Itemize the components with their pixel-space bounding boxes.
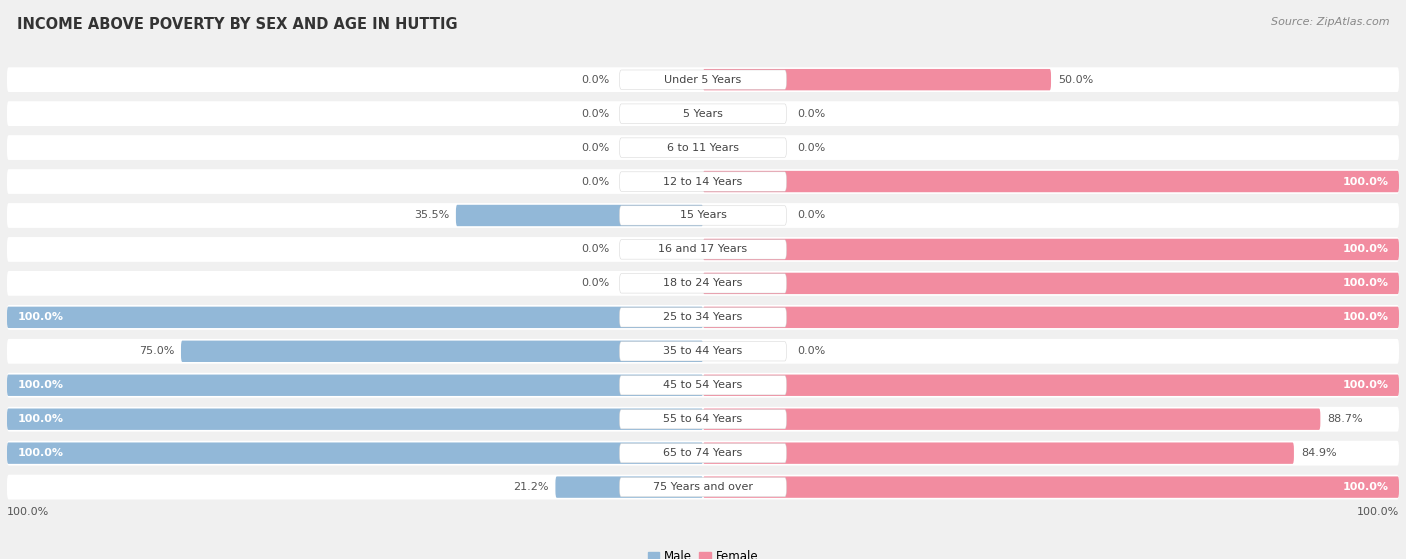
Text: 0.0%: 0.0% [581,177,609,187]
FancyBboxPatch shape [555,476,703,498]
Text: 0.0%: 0.0% [581,75,609,84]
Text: 100.0%: 100.0% [1343,380,1389,390]
Text: 75.0%: 75.0% [139,346,174,356]
FancyBboxPatch shape [620,274,786,293]
Text: 12 to 14 Years: 12 to 14 Years [664,177,742,187]
Text: 25 to 34 Years: 25 to 34 Years [664,312,742,323]
Text: 84.9%: 84.9% [1301,448,1337,458]
Text: 0.0%: 0.0% [581,143,609,153]
Text: 35 to 44 Years: 35 to 44 Years [664,346,742,356]
Text: 45 to 54 Years: 45 to 54 Years [664,380,742,390]
FancyBboxPatch shape [7,237,1399,262]
FancyBboxPatch shape [456,205,703,226]
Legend: Male, Female: Male, Female [643,546,763,559]
FancyBboxPatch shape [620,410,786,429]
FancyBboxPatch shape [620,240,786,259]
FancyBboxPatch shape [7,375,703,396]
FancyBboxPatch shape [620,443,786,463]
Text: 100.0%: 100.0% [1357,506,1399,517]
Text: 100.0%: 100.0% [1343,244,1389,254]
Text: 0.0%: 0.0% [797,211,825,220]
Text: Source: ZipAtlas.com: Source: ZipAtlas.com [1271,17,1389,27]
Text: 100.0%: 100.0% [17,312,63,323]
FancyBboxPatch shape [703,307,1399,328]
Text: 0.0%: 0.0% [797,346,825,356]
FancyBboxPatch shape [703,239,1399,260]
Text: 100.0%: 100.0% [7,506,49,517]
Text: 21.2%: 21.2% [513,482,548,492]
Text: 50.0%: 50.0% [1057,75,1094,84]
FancyBboxPatch shape [620,307,786,327]
FancyBboxPatch shape [620,172,786,191]
FancyBboxPatch shape [7,443,703,464]
Text: 88.7%: 88.7% [1327,414,1362,424]
FancyBboxPatch shape [703,375,1399,396]
FancyBboxPatch shape [703,476,1399,498]
FancyBboxPatch shape [7,307,703,328]
FancyBboxPatch shape [7,67,1399,92]
FancyBboxPatch shape [181,340,703,362]
FancyBboxPatch shape [620,70,786,89]
FancyBboxPatch shape [620,206,786,225]
FancyBboxPatch shape [703,443,1294,464]
Text: 100.0%: 100.0% [1343,312,1389,323]
Text: Under 5 Years: Under 5 Years [665,75,741,84]
FancyBboxPatch shape [703,273,1399,294]
FancyBboxPatch shape [7,169,1399,194]
FancyBboxPatch shape [7,271,1399,296]
FancyBboxPatch shape [620,138,786,157]
FancyBboxPatch shape [620,104,786,124]
Text: 65 to 74 Years: 65 to 74 Years [664,448,742,458]
Text: 0.0%: 0.0% [581,244,609,254]
FancyBboxPatch shape [7,203,1399,228]
Text: 100.0%: 100.0% [17,414,63,424]
Text: INCOME ABOVE POVERTY BY SEX AND AGE IN HUTTIG: INCOME ABOVE POVERTY BY SEX AND AGE IN H… [17,17,457,32]
Text: 100.0%: 100.0% [17,380,63,390]
Text: 75 Years and over: 75 Years and over [652,482,754,492]
FancyBboxPatch shape [7,440,1399,466]
FancyBboxPatch shape [7,101,1399,126]
FancyBboxPatch shape [7,305,1399,330]
Text: 16 and 17 Years: 16 and 17 Years [658,244,748,254]
FancyBboxPatch shape [7,407,1399,432]
Text: 100.0%: 100.0% [1343,482,1389,492]
Text: 0.0%: 0.0% [797,143,825,153]
FancyBboxPatch shape [620,477,786,497]
FancyBboxPatch shape [703,171,1399,192]
Text: 5 Years: 5 Years [683,108,723,119]
Text: 55 to 64 Years: 55 to 64 Years [664,414,742,424]
FancyBboxPatch shape [703,69,1052,91]
Text: 6 to 11 Years: 6 to 11 Years [666,143,740,153]
FancyBboxPatch shape [620,376,786,395]
Text: 0.0%: 0.0% [797,108,825,119]
Text: 35.5%: 35.5% [413,211,449,220]
Text: 100.0%: 100.0% [1343,177,1389,187]
FancyBboxPatch shape [7,475,1399,500]
Text: 0.0%: 0.0% [581,108,609,119]
FancyBboxPatch shape [7,135,1399,160]
Text: 18 to 24 Years: 18 to 24 Years [664,278,742,288]
FancyBboxPatch shape [620,342,786,361]
Text: 100.0%: 100.0% [1343,278,1389,288]
FancyBboxPatch shape [7,339,1399,364]
Text: 0.0%: 0.0% [581,278,609,288]
FancyBboxPatch shape [7,373,1399,397]
Text: 15 Years: 15 Years [679,211,727,220]
FancyBboxPatch shape [7,409,703,430]
Text: 100.0%: 100.0% [17,448,63,458]
FancyBboxPatch shape [703,409,1320,430]
